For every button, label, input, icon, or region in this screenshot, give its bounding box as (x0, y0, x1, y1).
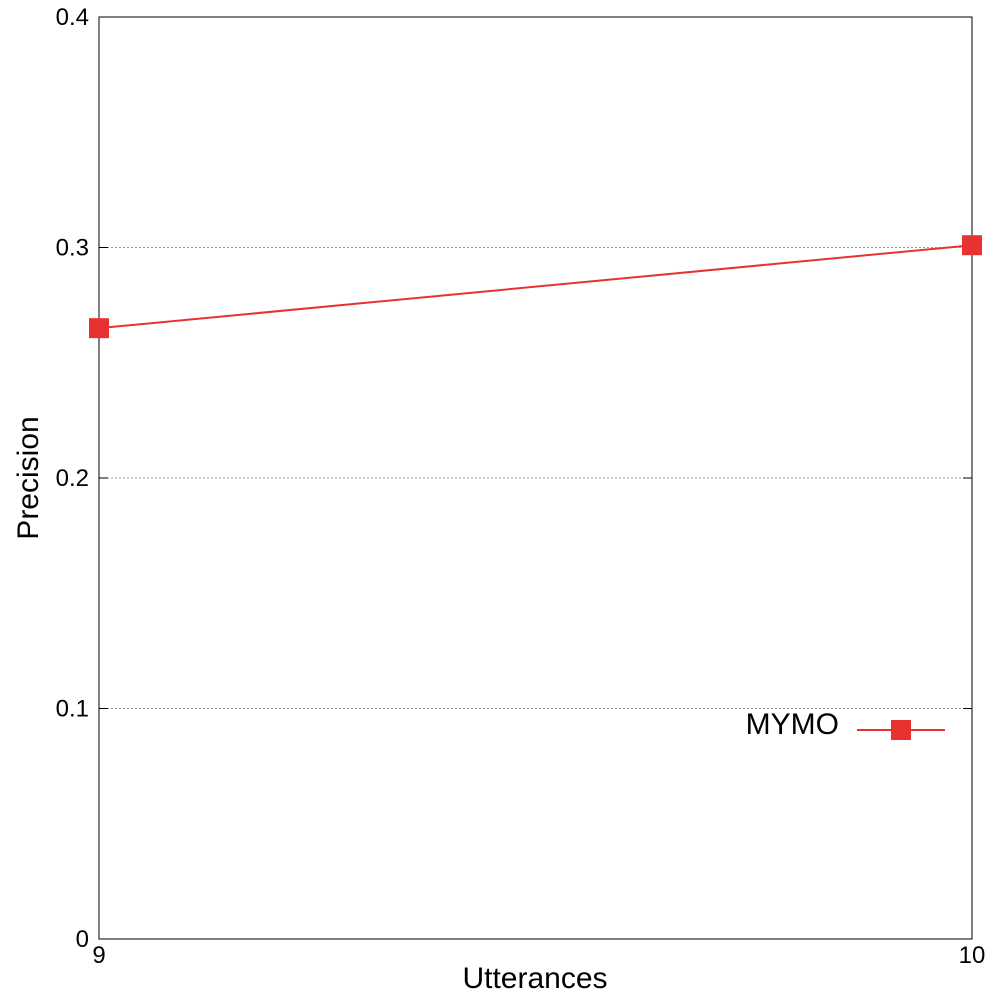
y-tick-label: 0.2 (56, 465, 89, 492)
y-tick-label: 0.1 (56, 696, 89, 723)
series-layer (89, 235, 982, 339)
y-tick-label: 0 (76, 926, 89, 953)
y-tick-label: 0.3 (56, 235, 89, 262)
x-tick-label: 10 (959, 942, 986, 969)
data-point-marker (962, 235, 982, 256)
x-axis-title: Utterances (462, 962, 607, 995)
y-tick-label: 0.4 (56, 4, 89, 31)
grid-lines (99, 247, 972, 709)
legend: MYMO (746, 708, 945, 741)
x-tick-label: 9 (92, 942, 105, 969)
y-axis-title: Precision (12, 416, 45, 539)
data-point-marker (89, 318, 109, 339)
legend-marker-swatch (891, 720, 911, 740)
legend-label: MYMO (746, 708, 839, 741)
tick-labels: 0 0.1 0.2 0.3 0.4 9 10 (56, 4, 986, 969)
series-line (98, 244, 973, 330)
